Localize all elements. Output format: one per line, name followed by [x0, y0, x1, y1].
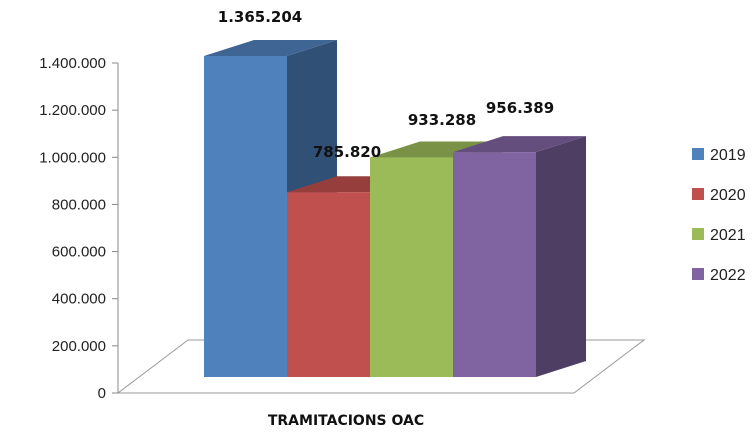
- bars: [204, 40, 586, 377]
- legend-swatch: [692, 188, 704, 200]
- legend-item-2019: 2019: [692, 147, 746, 164]
- x-category-label: TRAMITACIONS OAC: [268, 413, 424, 429]
- bar-side: [536, 136, 586, 377]
- y-tick-label: 200.000: [52, 338, 106, 355]
- data-label-2020: 785.820: [313, 143, 381, 161]
- y-tick-label: 600.000: [52, 244, 106, 261]
- y-tick-label: 1.400.000: [39, 55, 106, 72]
- y-tick-label: 400.000: [52, 291, 106, 308]
- bar-front: [204, 56, 287, 377]
- legend-swatch: [692, 148, 704, 160]
- bar-front: [370, 157, 453, 377]
- y-tick-label: 1.200.000: [39, 102, 106, 119]
- legend-item-2022: 2022: [692, 267, 746, 284]
- legend-item-2021: 2021: [692, 227, 746, 244]
- legend-swatch: [692, 228, 704, 240]
- legend-swatch: [692, 268, 704, 280]
- bar-front: [453, 152, 536, 377]
- bar-2022: [453, 136, 586, 377]
- bar-top: [453, 136, 586, 153]
- y-axis: 0 200.000 400.000 600.000 800.000 1.000.000 1.…: [39, 55, 119, 402]
- bar-top: [204, 40, 337, 56]
- data-label-2019: 1.365.204: [218, 8, 302, 26]
- data-label-2022: 956.389: [486, 99, 554, 117]
- data-label-2021: 933.288: [408, 111, 476, 129]
- legend-label: 2019: [710, 147, 746, 164]
- legend-item-2020: 2020: [692, 187, 746, 204]
- legend-label: 2020: [710, 187, 746, 204]
- bar-top: [370, 141, 503, 158]
- y-tick-label: 800.000: [52, 196, 106, 213]
- y-tick-label: 1.000.000: [39, 149, 106, 166]
- legend-label: 2022: [710, 267, 746, 284]
- data-labels: 1.365.204 785.820 933.288 956.389: [218, 8, 554, 161]
- bar-front: [287, 192, 370, 377]
- legend-label: 2021: [710, 227, 746, 244]
- legend: 2019 2020 2021 2022: [692, 147, 746, 284]
- y-tick-label: 0: [98, 385, 106, 402]
